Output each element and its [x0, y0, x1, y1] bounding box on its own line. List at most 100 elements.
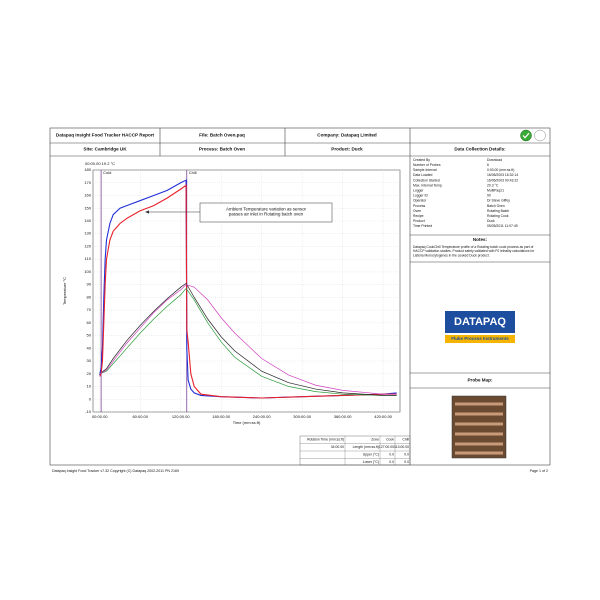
table-cell: Upper (°C) [363, 453, 379, 457]
table-cell: 127:00.00 [379, 445, 394, 449]
table-cell: 0.0 [404, 453, 409, 457]
detail-label: Max. Internal Temp. [413, 183, 443, 187]
report-title: Datapaq Insight Food Tracker HACCP Repor… [56, 133, 155, 138]
detail-label: Logger ID [413, 194, 428, 198]
y-tick-label: 180 [84, 167, 91, 172]
series-line [99, 287, 397, 396]
footer-right: Page 1 of 2 [530, 469, 548, 473]
y-tick-label: 170 [84, 180, 91, 185]
detail-value: 20.3 °C [487, 183, 499, 187]
site: Site: Cambridge UK [83, 147, 127, 152]
table-cell: 34:00.00 [331, 445, 344, 449]
logo-brand: DATAPAQ [454, 316, 506, 328]
detail-label: Data Loaded [413, 173, 433, 177]
detail-value: 90 [487, 194, 491, 198]
series-line [99, 284, 397, 395]
y-tick-label: 50 [87, 333, 92, 338]
y-tick-label: 160 [84, 193, 91, 198]
series-line [99, 282, 397, 396]
table-cell: Chill [402, 438, 409, 442]
details-title: Data Collection Details: [454, 147, 506, 152]
y-tick-label: -10 [85, 409, 92, 414]
y-tick-label: 10 [87, 384, 92, 389]
table-cell: 313:00.00 [394, 445, 409, 449]
detail-label: Process [413, 204, 426, 208]
table-cell: 0.0 [389, 460, 394, 464]
detail-label: Oven [413, 209, 421, 213]
detail-value: MultiPaq21 [487, 188, 504, 192]
y-tick-label: 150 [84, 205, 91, 210]
detail-value: Batch Oven [487, 204, 505, 208]
detail-value: 05/05/2011 11:07:49 [487, 224, 518, 228]
company: Company: Datapaq Limited [317, 133, 377, 138]
probe-photo-shelves [455, 402, 503, 455]
logo-band [445, 335, 515, 343]
file-name: File: Batch Oven.paq [199, 133, 245, 138]
table-cell: Cook [386, 438, 394, 442]
y-tick-label: 0 [89, 396, 92, 401]
details-panel: Created By Download Number of Probes 6 Sampl… [413, 158, 535, 257]
status-empty [534, 129, 546, 142]
y-tick-label: 70 [87, 307, 92, 312]
detail-value: Dr Steve Giffey [487, 199, 510, 203]
y-tick-label: 140 [84, 218, 91, 223]
x-tick-label: 240:00.00 [253, 414, 272, 419]
process: Process: Batch Oven [199, 147, 245, 152]
detail-label: Recipe [413, 214, 424, 218]
y-tick-label: 130 [84, 231, 91, 236]
notes-text: Datapaq CookChill Temperature profile of… [413, 245, 533, 249]
check-icon [522, 132, 530, 139]
table-cell: Rotation Time (mm:ss.ft) [307, 438, 344, 442]
x-tick-label: 60:00.00 [132, 414, 148, 419]
table-cell: 0.0 [389, 453, 394, 457]
logo-box [445, 311, 515, 333]
y-tick-label: 100 [84, 269, 91, 274]
detail-label: Collection Started [413, 178, 440, 182]
y-tick-label: 30 [87, 358, 92, 363]
detail-label: Sample Interval [413, 168, 437, 172]
y-tick-label: 60 [87, 320, 92, 325]
detail-value: Download [487, 158, 502, 162]
detail-label: Logger [413, 188, 424, 192]
detail-value: 0:00.00 (mm:ss.ft) [487, 168, 514, 172]
cursor-label: 00:00.00 19.2 °C [85, 161, 115, 166]
x-tick-label: 120:00.00 [172, 414, 191, 419]
x-axis-title: Time (mm:ss.ft) [233, 420, 261, 425]
table-frame [299, 435, 411, 466]
annotation: Ambient Temperature variation as sensor p… [226, 207, 307, 217]
detail-value: 16/06/2003 00:43:22 [487, 178, 518, 182]
y-axis-title: Temperature °C [62, 277, 67, 305]
y-tick-label: 20 [87, 371, 92, 376]
notes-text: Listeria Monocytogenes in the cooked Duc… [413, 253, 490, 257]
detail-value: Rotating Batch [487, 209, 509, 213]
zone-table: Rotation Time (mm:ss.ft) Zone Cook Chill 34:… [299, 435, 411, 466]
detail-label: Created By [413, 158, 430, 162]
status-ok [520, 129, 532, 142]
table-cell: 0.0 [404, 460, 409, 464]
detail-value: 16/06/2003 16:32:14 [487, 173, 518, 177]
detail-label: Number of Probes [413, 163, 441, 167]
x-tick-label: 300:00.00 [293, 414, 312, 419]
zone-label: Chill [189, 170, 197, 175]
logo-tagline: Fluke Process Instruments [451, 336, 509, 341]
detail-label: Time Printed [413, 224, 432, 228]
y-tick-label: 120 [84, 243, 91, 248]
callout: Ambient Temperature variation as sensor p… [145, 202, 333, 223]
x-tick-label: 00:00.00 [92, 414, 108, 419]
footer-left: Datapaq Insight Food Tracker v7.32 Copyr… [52, 469, 179, 473]
notes-text: HACCP validation studies. Product safety… [413, 249, 535, 253]
y-tick-label: 90 [87, 282, 92, 287]
detail-value: Duck [487, 219, 495, 223]
y-tick-label: 80 [87, 294, 92, 299]
x-tick-label: 360:00.00 [334, 414, 353, 419]
detail-label: Product [413, 219, 425, 223]
probe-map-title: Probe Map: [467, 378, 492, 383]
probe-photo [451, 395, 507, 459]
zone-label: Cold [103, 170, 111, 175]
detail-label: Operator [413, 199, 427, 203]
product: Product: Duck [331, 147, 363, 152]
table-cell: Zone [371, 438, 379, 442]
detail-value: Rotating Cook [487, 214, 509, 218]
notes-title: Notes: [473, 237, 488, 242]
